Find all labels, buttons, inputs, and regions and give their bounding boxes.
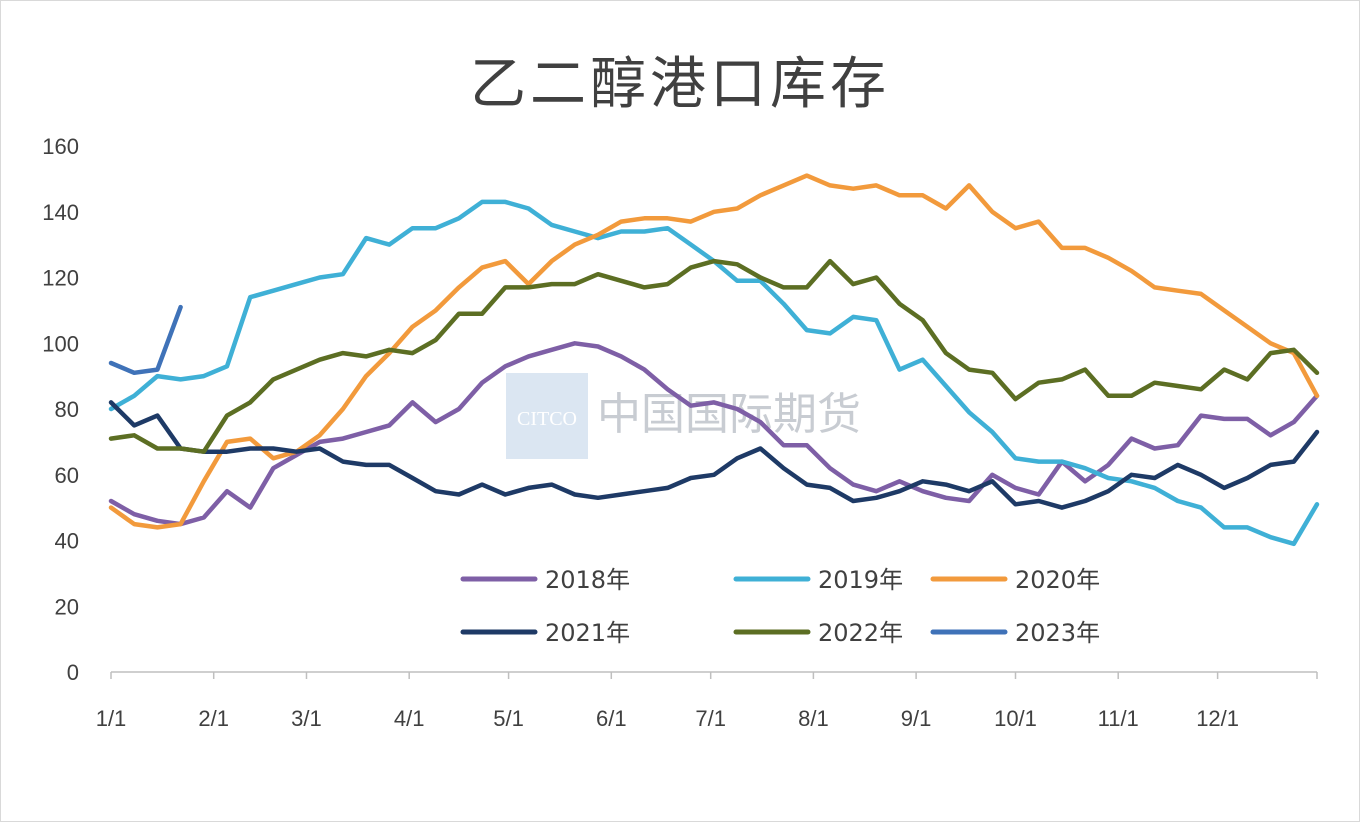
x-tick-label: 1/1	[96, 706, 127, 731]
legend-label: 2020年	[1015, 566, 1100, 594]
legend-label: 2018年	[545, 566, 630, 594]
chart-title: 乙二醇港口库存	[470, 52, 890, 117]
series-line-2018	[108, 341, 1320, 527]
legend-label: 2023年	[1015, 619, 1100, 647]
x-tick-label: 11/1	[1098, 706, 1139, 731]
x-tick-label: 2/1	[198, 706, 229, 731]
legend-label: 2019年	[818, 566, 903, 594]
y-tick-label: 100	[42, 331, 79, 356]
watermark-logo: CITCO	[517, 408, 577, 430]
x-tick-label: 10/1	[994, 706, 1037, 731]
y-tick-label: 120	[42, 266, 79, 291]
y-tick-label: 60	[55, 463, 79, 488]
y-tick-label: 80	[55, 397, 79, 422]
x-tick-label: 12/1	[1196, 706, 1239, 731]
series-line-2021	[108, 400, 1320, 510]
y-tick-label: 0	[67, 660, 79, 685]
x-tick-label: 6/1	[596, 706, 627, 731]
series-line-2020	[108, 173, 1320, 530]
series-line-2023	[108, 304, 183, 376]
y-tick-label: 140	[42, 200, 79, 225]
watermark-logo-box	[506, 373, 588, 459]
legend-label: 2022年	[818, 619, 903, 647]
x-tick-label: 7/1	[695, 706, 726, 731]
legend-label: 2021年	[545, 619, 630, 647]
y-tick-label: 160	[42, 134, 79, 159]
watermark-text: 中国国际期货	[597, 389, 861, 440]
x-tick-label: 5/1	[493, 706, 524, 731]
y-tick-label: 20	[55, 594, 79, 619]
x-tick-label: 8/1	[798, 706, 829, 731]
x-tick-label: 4/1	[394, 706, 425, 731]
x-tick-label: 3/1	[291, 706, 322, 731]
y-tick-label: 40	[55, 529, 79, 554]
series-line-2022	[108, 258, 1320, 454]
x-tick-label: 9/1	[901, 706, 932, 731]
